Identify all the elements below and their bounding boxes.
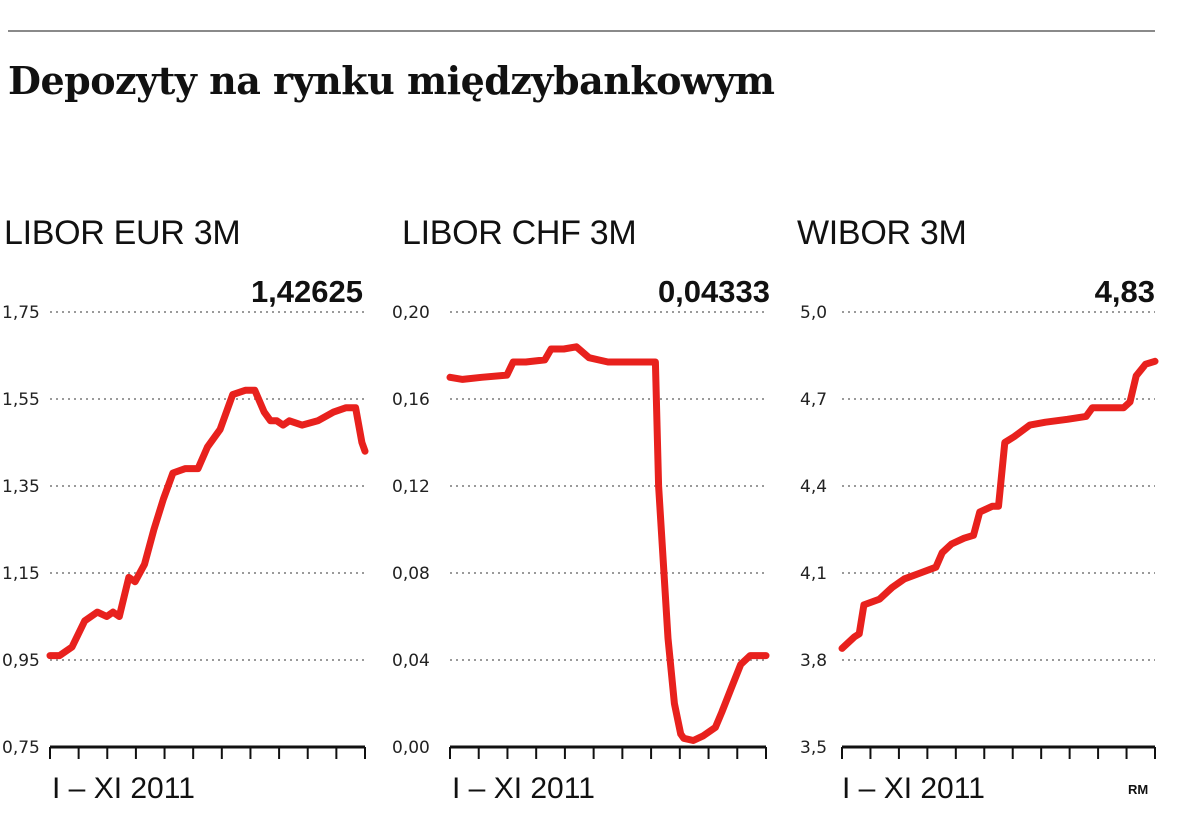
top-rule (8, 30, 1155, 32)
wibor-ytick-label: 3,8 (800, 651, 827, 671)
wibor-series-line (838, 357, 1159, 652)
libor-eur-period-label: I – XI 2011 (52, 772, 195, 805)
wibor-ytick-label: 3,5 (800, 738, 827, 758)
libor-chf-ytick-label: 0,08 (392, 564, 430, 584)
panel-label-wibor: WIBOR 3M (797, 214, 967, 252)
libor-chf-ytick-label: 0,00 (392, 738, 430, 758)
wibor-ytick-label: 4,7 (800, 390, 827, 410)
libor-eur-ytick-label: 1,35 (2, 477, 40, 497)
libor-eur-series-line (46, 386, 369, 660)
page-title: Depozyty na rynku międzybankowym (8, 58, 775, 103)
libor-eur-ytick-label: 0,75 (2, 738, 40, 758)
libor-chf-series-line (446, 343, 770, 744)
last-value-libor-eur: 1,42625 (250, 274, 363, 309)
libor-chf-ytick-label: 0,20 (392, 303, 430, 323)
libor-eur-ytick-label: 1,15 (2, 564, 40, 584)
libor-chf-ytick-label: 0,04 (392, 651, 430, 671)
wibor-period-label: I – XI 2011 (842, 772, 985, 805)
libor-eur-ytick-label: 1,75 (2, 303, 40, 323)
last-value-wibor: 4,83 (1094, 274, 1155, 309)
libor-eur-ytick-label: 1,55 (2, 390, 40, 410)
panel-label-libor-chf: LIBOR CHF 3M (402, 214, 637, 252)
wibor-ytick-label: 5,0 (800, 303, 827, 323)
libor-chf-period-label: I – XI 2011 (452, 772, 595, 805)
panel-label-libor-eur: LIBOR EUR 3M (4, 214, 241, 252)
wibor-ytick-label: 4,1 (800, 564, 827, 584)
source-mark: RM (1128, 782, 1149, 797)
wibor-ytick-label: 4,4 (800, 477, 827, 497)
libor-eur-ytick-label: 0,95 (2, 651, 40, 671)
last-value-libor-chf: 0,04333 (657, 274, 770, 309)
libor-chf-ytick-label: 0,16 (392, 390, 430, 410)
libor-chf-ytick-label: 0,12 (392, 477, 430, 497)
